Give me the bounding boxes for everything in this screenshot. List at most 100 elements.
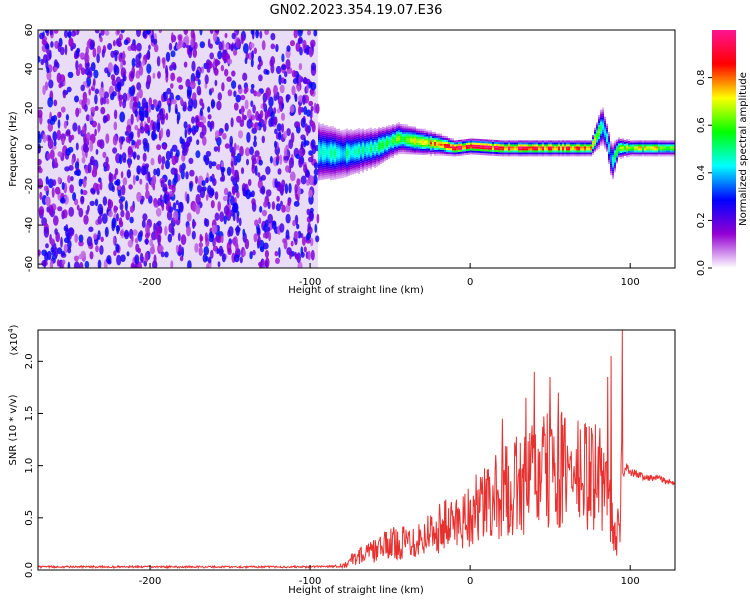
noise-blob <box>222 53 226 62</box>
signal-cell <box>412 134 414 137</box>
signal-cell <box>552 146 554 149</box>
noise-blob <box>60 236 63 248</box>
noise-blob <box>122 59 126 66</box>
noise-blob <box>111 91 117 97</box>
signal-cell <box>388 138 390 141</box>
signal-cell <box>642 152 644 155</box>
signal-cell <box>392 142 394 145</box>
noise-blob <box>67 247 72 254</box>
signal-cell <box>418 146 420 149</box>
signal-cell <box>584 150 586 153</box>
signal-cell <box>468 138 470 141</box>
signal-cell <box>344 153 346 156</box>
noise-blob <box>49 149 55 160</box>
signal-cell <box>412 142 414 145</box>
signal-cell <box>534 140 536 143</box>
signal-cell <box>396 127 398 130</box>
signal-cell <box>382 160 384 163</box>
noise-blob <box>89 140 94 152</box>
signal-cell <box>334 137 336 140</box>
signal-cell <box>444 151 446 154</box>
noise-blob <box>90 106 96 113</box>
signal-cell <box>332 153 334 156</box>
signal-cell <box>394 128 396 131</box>
signal-cell <box>670 146 672 149</box>
noise-blob <box>308 46 313 58</box>
signal-cell <box>614 150 616 153</box>
signal-cell <box>444 141 446 144</box>
signal-cell <box>408 130 410 133</box>
signal-cell <box>436 147 438 150</box>
noise-blob <box>129 99 133 110</box>
signal-cell <box>480 149 482 152</box>
signal-cell <box>428 140 430 143</box>
signal-cell <box>374 134 376 137</box>
signal-cell <box>488 147 490 150</box>
signal-cell <box>432 136 434 139</box>
signal-cell <box>458 153 460 156</box>
signal-cell <box>322 137 324 140</box>
signal-cell <box>444 147 446 150</box>
signal-cell <box>492 145 494 148</box>
signal-cell <box>614 144 616 147</box>
signal-cell <box>618 149 620 152</box>
noise-blob <box>54 247 59 258</box>
signal-cell <box>340 158 342 161</box>
signal-cell <box>332 163 334 166</box>
signal-cell <box>508 150 510 153</box>
signal-cell <box>520 140 522 143</box>
signal-cell <box>534 152 536 155</box>
signal-cell <box>420 130 422 133</box>
signal-cell <box>612 145 614 148</box>
signal-cell <box>348 167 350 170</box>
signal-cell <box>596 136 598 139</box>
signal-cell <box>358 166 360 169</box>
signal-cell <box>482 141 484 144</box>
signal-cell <box>398 132 400 135</box>
signal-cell <box>582 150 584 153</box>
signal-cell <box>326 155 328 157</box>
signal-cell <box>344 147 346 150</box>
signal-cell <box>544 152 546 155</box>
signal-cell <box>426 150 428 153</box>
signal-cell <box>664 144 666 147</box>
signal-cell <box>498 150 500 153</box>
signal-cell <box>360 161 362 164</box>
signal-cell <box>324 163 326 166</box>
noise-blob <box>246 119 253 129</box>
signal-cell <box>594 149 596 152</box>
signal-cell <box>614 162 616 165</box>
colorbar-tick-label: 0.8 <box>696 70 707 86</box>
signal-cell <box>466 153 468 155</box>
noise-blob <box>61 210 65 220</box>
signal-cell <box>456 150 458 153</box>
noise-blob <box>95 245 99 253</box>
signal-cell <box>324 155 326 158</box>
signal-cell <box>336 135 338 138</box>
signal-cell <box>608 154 610 156</box>
signal-cell <box>370 157 372 160</box>
signal-cell <box>586 142 588 145</box>
signal-cell <box>536 154 538 157</box>
noise-blob <box>78 240 84 247</box>
signal-cell <box>540 152 542 155</box>
signal-cell <box>516 142 518 145</box>
noise-blob <box>130 262 135 268</box>
signal-cell <box>340 162 342 165</box>
noise-blob <box>201 102 205 110</box>
noise-blob <box>290 132 295 144</box>
signal-cell <box>660 154 662 157</box>
signal-cell <box>320 160 322 163</box>
signal-cell <box>364 159 366 162</box>
signal-cell <box>588 142 590 145</box>
signal-cell <box>484 151 486 154</box>
signal-cell <box>532 148 534 151</box>
noise-blob <box>184 35 190 46</box>
colorbar-label: Normalized spectral amplitude <box>738 72 749 226</box>
signal-cell <box>324 151 326 154</box>
signal-cell <box>434 147 436 150</box>
signal-cell <box>556 140 558 143</box>
signal-cell <box>354 129 356 132</box>
signal-cell <box>590 150 592 153</box>
signal-cell <box>322 149 324 152</box>
